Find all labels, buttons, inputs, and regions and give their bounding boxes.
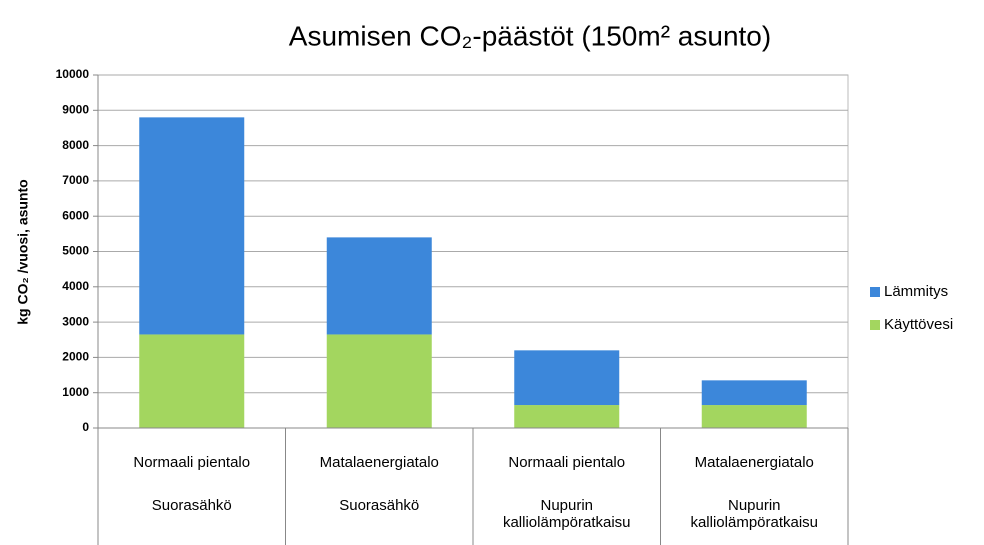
y-tick-label: 10000 — [56, 67, 90, 81]
bar-segment — [701, 405, 807, 428]
category-group-label: Suorasähkö — [151, 497, 232, 514]
category-group-label: Nupurin kalliolämpöratkaisu — [502, 497, 631, 531]
legend-swatch — [870, 320, 880, 330]
legend-swatch — [870, 287, 880, 297]
y-tick-label: 1000 — [62, 385, 89, 399]
category-label: Normaali pientalo — [133, 454, 251, 471]
category-label: Normaali pientalo — [508, 454, 626, 471]
chart-title: Asumisen CO₂-päästöt (150m² asunto) — [289, 20, 771, 51]
y-axis-label: kg CO₂ /vuosi, asunto — [15, 179, 31, 324]
y-tick-label: 2000 — [62, 350, 89, 364]
category-label: Matalaenergiatalo — [694, 454, 814, 471]
bar-segment — [139, 334, 245, 428]
y-tick-label: 9000 — [62, 102, 89, 116]
y-tick-label: 7000 — [62, 173, 89, 187]
category-label: Matalaenergiatalo — [319, 454, 439, 471]
y-tick-label: 0 — [82, 420, 89, 434]
legend-label: Käyttövesi — [884, 316, 953, 333]
legend-label: Lämmitys — [884, 283, 948, 300]
bar-segment — [326, 237, 432, 335]
category-group-label: Nupurin kalliolämpöratkaisu — [690, 497, 819, 531]
y-tick-label: 5000 — [62, 244, 89, 258]
bar-segment — [139, 117, 245, 335]
bar-segment — [326, 334, 432, 428]
y-tick-label: 8000 — [62, 138, 89, 152]
y-tick-label: 4000 — [62, 279, 89, 293]
bar-segment — [514, 350, 620, 406]
y-tick-label: 3000 — [62, 314, 89, 328]
y-tick-label: 6000 — [62, 208, 89, 222]
bar-segment — [514, 405, 620, 428]
bar-segment — [701, 380, 807, 406]
category-group-label: Suorasähkö — [339, 497, 420, 514]
